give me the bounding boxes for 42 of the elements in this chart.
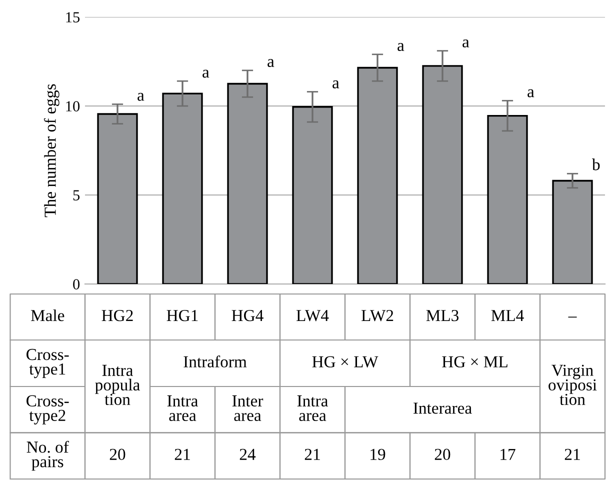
y-tick-label: 15 [66,12,80,22]
text: HG × ML [442,356,508,368]
annotation: b [592,158,600,170]
annotation: a [202,70,210,78]
annotation: a [528,89,534,98]
text: 21 [304,448,320,460]
annotation: a [398,43,404,51]
y-tick-label: 0 [73,279,80,290]
annotation: a [268,59,274,68]
text: 20 [434,448,450,460]
text: 21 [564,448,580,460]
text: HG × LW [312,356,378,368]
y-tick-label: 10 [66,101,80,112]
x-tick-label: – [568,316,577,318]
text: Cross- type2 [26,395,69,424]
x-tick-label: HG2 [102,310,133,322]
text: 17 [500,448,516,460]
text: Intra popula tion [95,364,140,406]
text: 19 [370,448,386,460]
text: Intraform [184,356,247,368]
annotation: a [332,80,340,88]
text: Virgin oviposi tion [548,364,597,406]
text: 20 [110,448,126,460]
text: Cross- type1 [26,348,69,378]
text: Male [30,309,64,322]
text: Intra area [297,395,328,422]
annotation: a [138,92,144,101]
text: 21 [174,448,190,460]
y-tick-label: 5 [73,190,80,200]
y-axis-title: The number of eggs [44,84,60,218]
text: No. of pairs [26,440,69,471]
x-tick-label: HG4 [232,310,264,322]
text: Interarea [414,402,472,414]
text: Inter area [232,395,264,422]
x-tick-label: ML3 [426,310,459,322]
x-tick-label: ML4 [491,310,524,322]
text: 24 [240,448,256,460]
annotation: a [462,39,470,48]
x-tick-label: LW4 [296,310,329,322]
text: Intra area [167,395,198,422]
x-tick-label: HG1 [166,310,198,322]
x-tick-label: LW2 [361,310,394,322]
